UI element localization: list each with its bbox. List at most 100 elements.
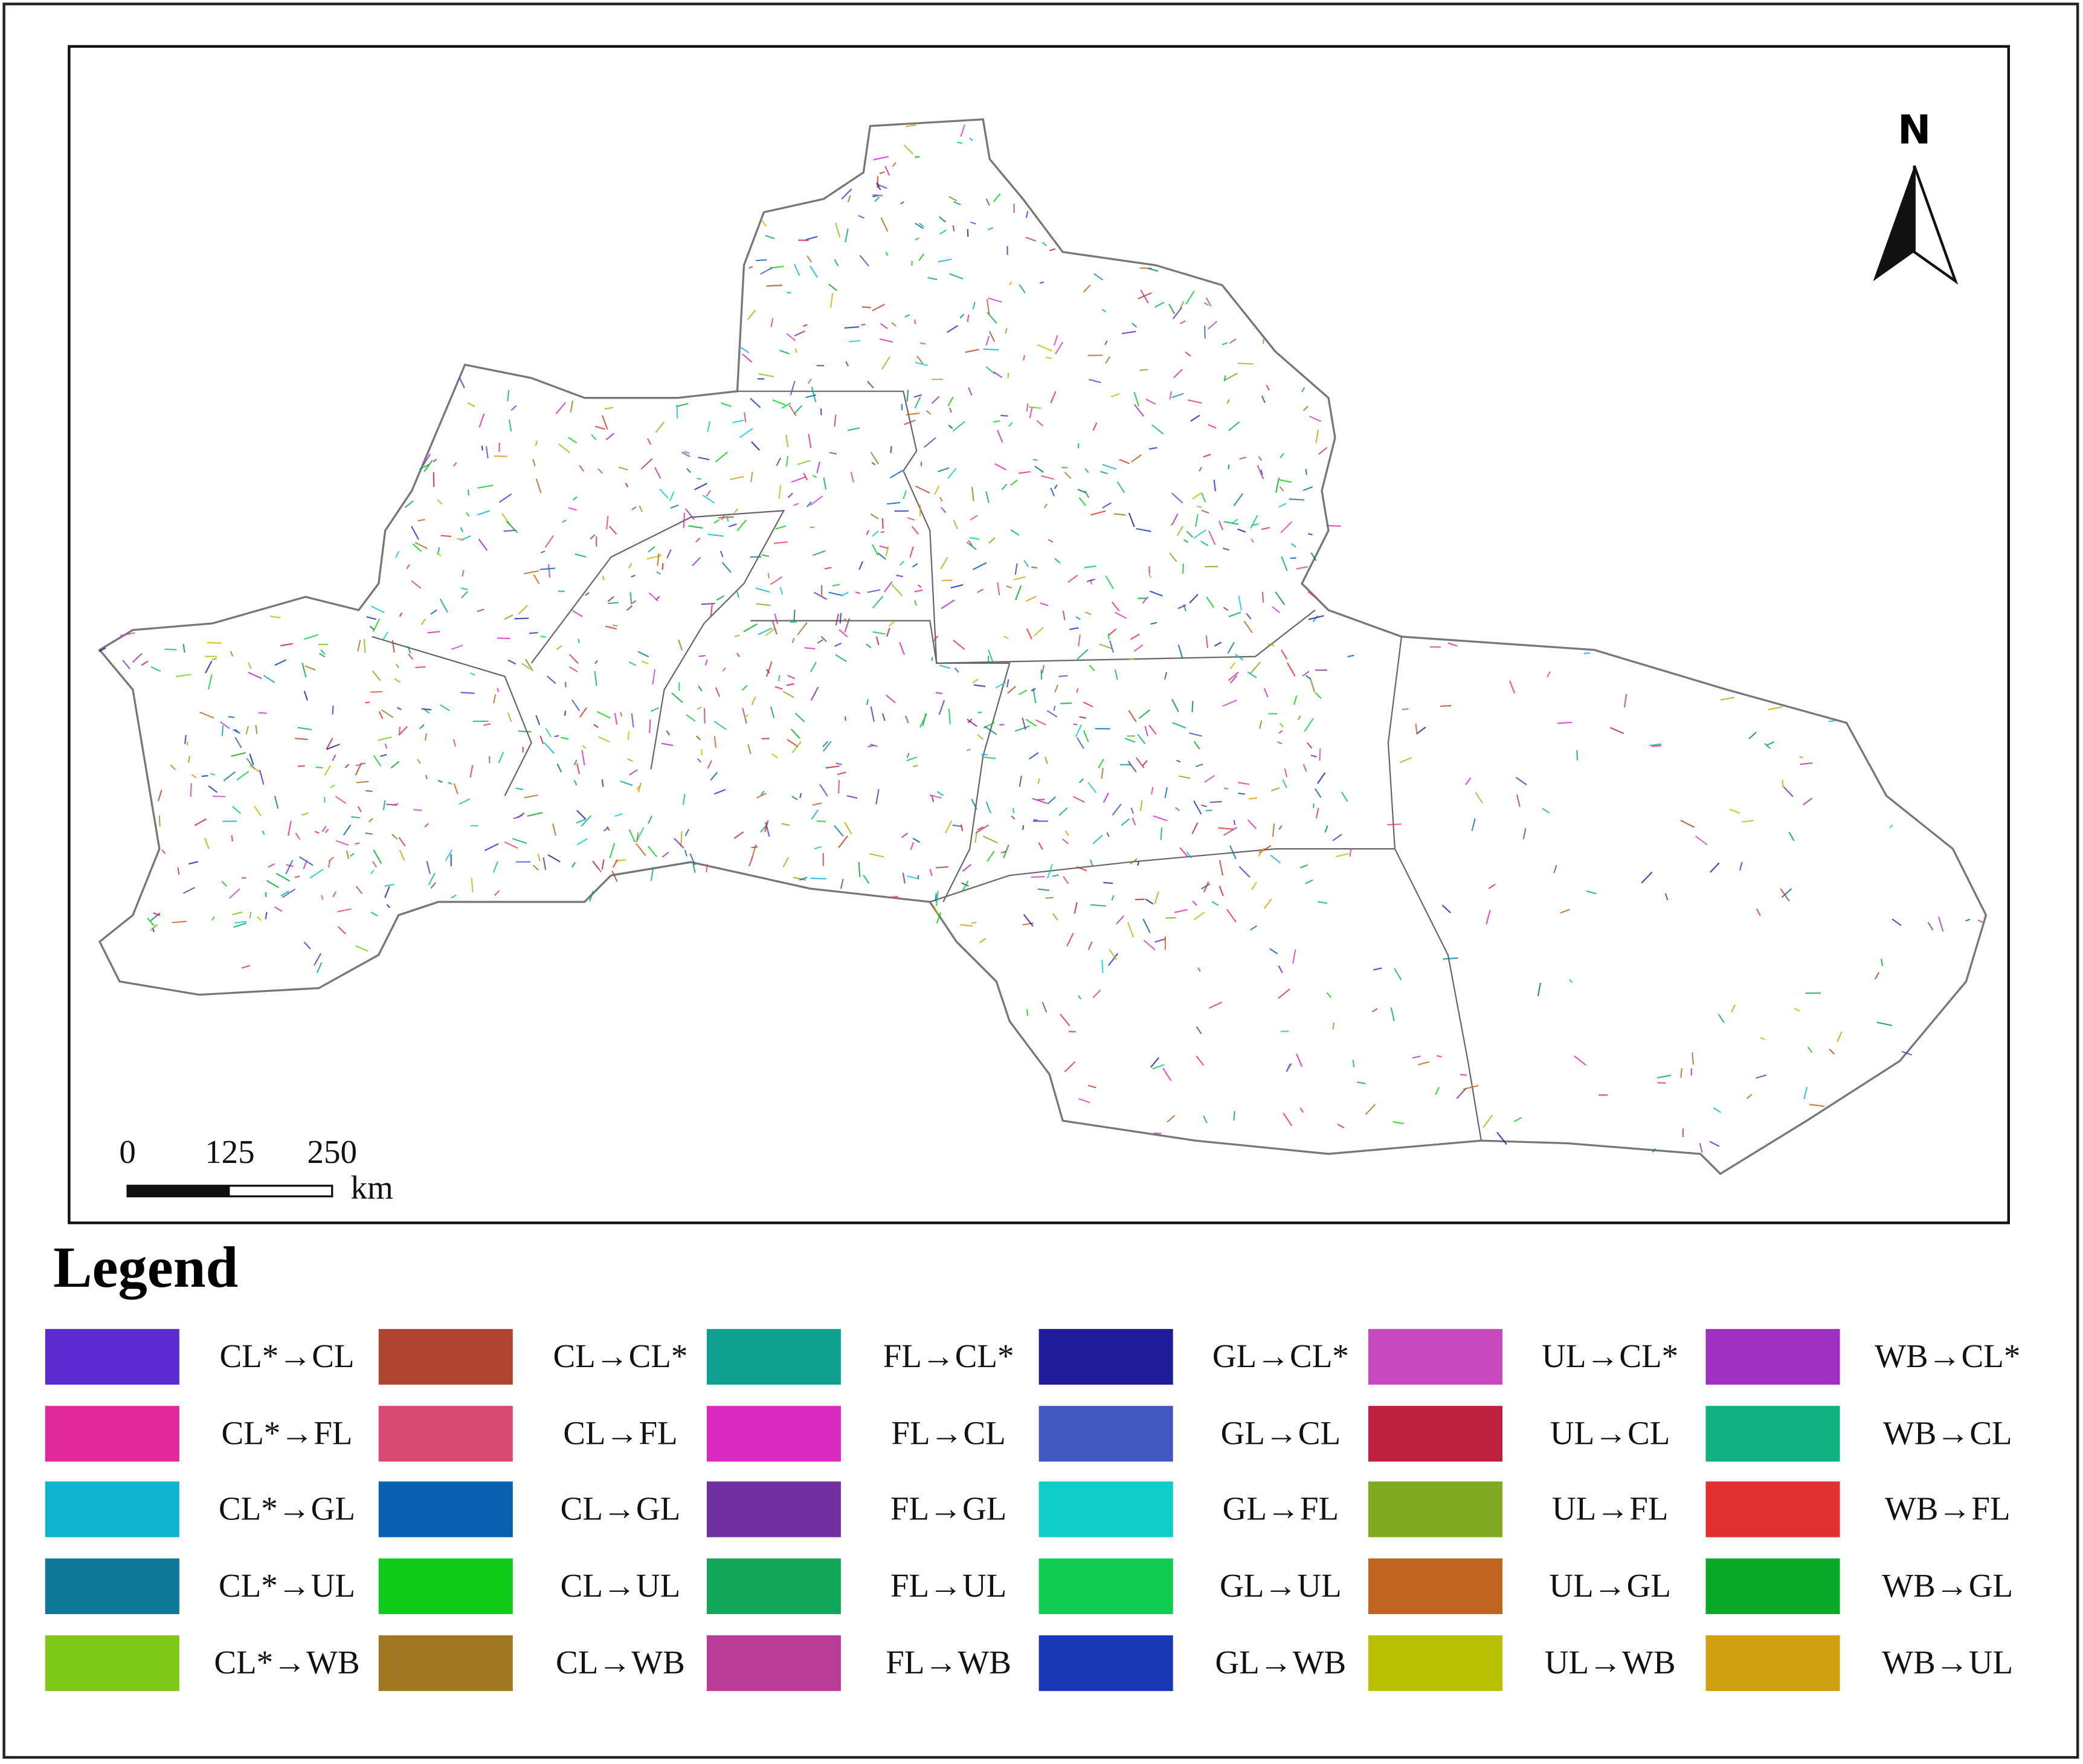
scale-tick-label: 125 [205, 1133, 254, 1170]
patch [1278, 965, 1283, 974]
patch [628, 661, 637, 666]
patch [1179, 775, 1191, 779]
patch [913, 394, 922, 398]
patch [884, 166, 890, 176]
patch [837, 771, 846, 776]
patch [715, 451, 729, 463]
patch [1309, 677, 1315, 692]
patch [686, 468, 691, 473]
patch [1113, 513, 1126, 516]
patch [253, 805, 262, 817]
legend-label: WB→GL [1882, 1567, 2013, 1604]
legend-swatch [1368, 1328, 1503, 1385]
patch [1310, 552, 1317, 561]
patch [1026, 403, 1029, 412]
patch [713, 788, 726, 795]
patch [642, 660, 649, 665]
patch [1075, 724, 1083, 738]
patch [1061, 838, 1069, 845]
patch [701, 748, 703, 756]
patch [1098, 759, 1104, 769]
patch [504, 614, 514, 620]
patch [492, 694, 497, 704]
legend-swatch [378, 1635, 513, 1692]
patch [1251, 538, 1254, 543]
patch [614, 713, 618, 725]
patch [1224, 373, 1238, 381]
patch [585, 592, 590, 596]
patch [1229, 338, 1237, 344]
patch [303, 941, 311, 950]
patch [576, 763, 581, 774]
patch [1128, 710, 1137, 723]
patch [363, 639, 366, 653]
legend-title: Legend [53, 1235, 238, 1299]
patch [188, 861, 199, 865]
patch [903, 490, 907, 500]
patch [335, 840, 349, 846]
patch [1443, 957, 1458, 960]
patch [508, 419, 512, 432]
patch [778, 484, 782, 499]
patch [1307, 742, 1313, 749]
patch [1109, 628, 1117, 636]
patch [646, 438, 652, 445]
patch [255, 724, 258, 734]
patch [698, 655, 706, 657]
patch [1927, 922, 1934, 931]
patch [422, 453, 431, 466]
patch [984, 756, 996, 759]
change-patches [98, 124, 1985, 1153]
patch [692, 862, 696, 873]
patch [1233, 493, 1244, 506]
patch [605, 515, 609, 530]
patch [1249, 797, 1258, 800]
patch [1126, 658, 1135, 661]
patch [1171, 492, 1183, 504]
legend-label: WB→FL [1885, 1490, 2011, 1527]
patch [694, 483, 707, 491]
patch [1284, 768, 1288, 777]
patch [1149, 590, 1163, 597]
patch [1783, 787, 1794, 797]
patch [1713, 1107, 1722, 1113]
patch [187, 756, 191, 763]
patch [369, 625, 375, 631]
patch [368, 818, 373, 823]
patch [934, 485, 940, 495]
patch [855, 591, 861, 594]
patch [804, 647, 816, 650]
patch [248, 672, 262, 680]
patch [1191, 701, 1194, 712]
patch [1275, 591, 1286, 605]
patch [1042, 665, 1045, 674]
patch [684, 829, 690, 837]
patch [794, 712, 805, 723]
patch [819, 784, 828, 797]
legend-swatch [45, 1328, 179, 1385]
patch [810, 877, 826, 880]
patch [1286, 1063, 1292, 1072]
patch [604, 407, 614, 410]
patch [1251, 523, 1260, 526]
patch [1063, 876, 1069, 884]
patch [249, 764, 261, 773]
patch [781, 823, 790, 826]
patch [1148, 446, 1157, 450]
patch [948, 273, 964, 280]
patch [1310, 755, 1317, 758]
patch [919, 342, 926, 345]
patch [506, 521, 518, 533]
patch [571, 861, 576, 868]
patch [1078, 1098, 1090, 1104]
patch [1176, 759, 1181, 763]
patch [1977, 919, 1985, 924]
patch [774, 613, 779, 625]
patch [839, 629, 848, 638]
patch [1441, 904, 1451, 913]
patch [1373, 967, 1382, 971]
patch [417, 518, 425, 522]
patch [961, 882, 969, 887]
patch [726, 515, 729, 522]
